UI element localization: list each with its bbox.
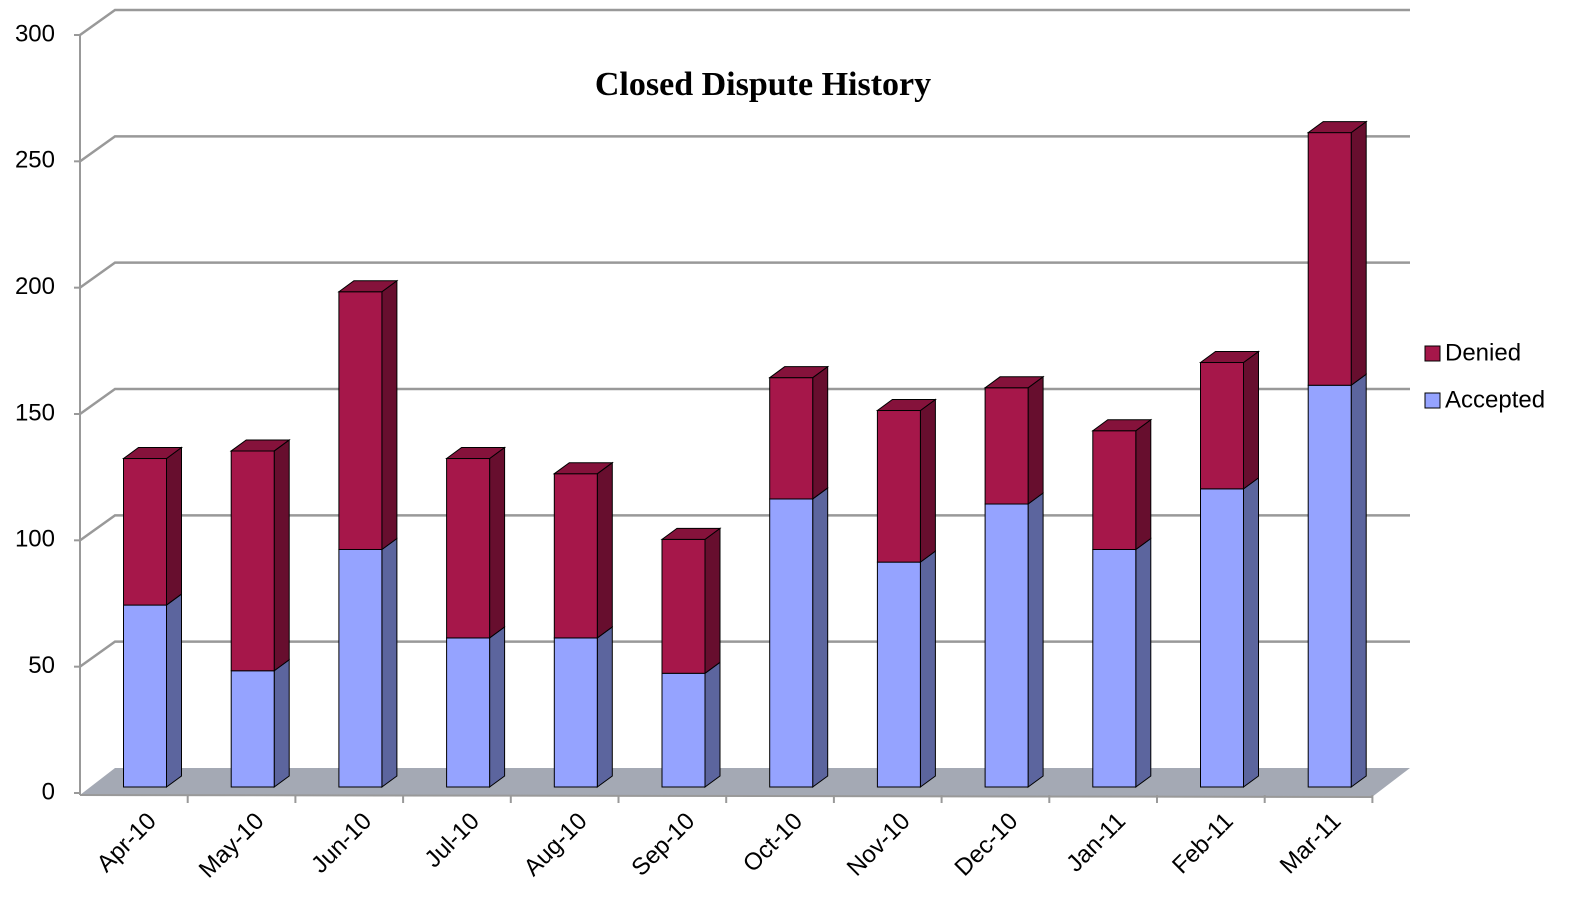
bar-side xyxy=(1135,537,1152,788)
bar-top xyxy=(552,462,614,475)
x-tick-label: Aug-10 xyxy=(519,808,593,882)
bar-top xyxy=(337,280,399,293)
grid-line xyxy=(79,640,1410,668)
bar xyxy=(661,672,706,788)
bar-top xyxy=(1198,351,1261,364)
bar-side xyxy=(381,279,398,551)
bar-side xyxy=(812,486,829,788)
bar-side xyxy=(1350,373,1367,788)
bar xyxy=(446,637,491,788)
x-tick-label: Feb-11 xyxy=(1167,808,1239,880)
grid-line xyxy=(79,261,1410,289)
y-tick-label: 50 xyxy=(28,652,55,679)
x-tick-label: Jan-11 xyxy=(1061,808,1131,878)
bar-side xyxy=(1350,120,1367,387)
bar-top xyxy=(660,527,722,540)
bar xyxy=(553,473,598,639)
bar-side xyxy=(919,398,936,564)
bar xyxy=(123,604,167,788)
bar-side xyxy=(704,661,721,788)
y-tick-label: 200 xyxy=(15,273,55,300)
bar-side xyxy=(596,461,613,639)
grid-line xyxy=(79,135,1410,163)
bar xyxy=(876,410,921,563)
grid-line xyxy=(79,387,1410,416)
bar-top xyxy=(1306,121,1368,134)
bar xyxy=(984,387,1029,505)
bar-top xyxy=(121,447,184,460)
bar xyxy=(1200,362,1244,490)
grid-line xyxy=(79,8,1410,37)
bar xyxy=(1307,132,1352,386)
x-tick-label: Mar-11 xyxy=(1275,808,1347,880)
x-tick-label: Apr-10 xyxy=(92,808,162,878)
legend-swatch xyxy=(1424,392,1441,409)
x-tick-label: Nov-10 xyxy=(842,808,916,882)
bar-side xyxy=(1243,476,1259,788)
bar xyxy=(553,637,598,788)
bar-side xyxy=(489,625,506,788)
bar-top xyxy=(983,376,1045,389)
x-tick-label: Jul-10 xyxy=(420,808,485,873)
bar-side xyxy=(1027,492,1044,788)
bar-side xyxy=(489,446,506,639)
y-tick-label: 300 xyxy=(15,20,55,47)
bar xyxy=(123,458,167,606)
x-tick-label: May-10 xyxy=(194,808,270,884)
bar-top xyxy=(445,447,507,460)
bar-side xyxy=(812,365,829,500)
y-tick-label: 100 xyxy=(15,526,55,553)
bar xyxy=(661,538,706,674)
bar xyxy=(769,498,814,788)
x-tick-label: Dec-10 xyxy=(950,808,1024,882)
bar xyxy=(1200,488,1244,788)
bar-side xyxy=(273,438,290,672)
bar xyxy=(230,670,275,788)
bar xyxy=(769,377,814,500)
bar-top xyxy=(1091,419,1153,432)
bar xyxy=(1307,384,1352,788)
bar-side xyxy=(1027,375,1044,506)
bar xyxy=(446,458,491,639)
bar xyxy=(984,503,1029,788)
bar-side xyxy=(273,658,290,788)
bar xyxy=(876,561,921,788)
floor xyxy=(80,768,1410,797)
bar-side xyxy=(1135,418,1152,551)
legend-label: Accepted xyxy=(1445,386,1545,413)
bar-side xyxy=(919,550,936,788)
chart-title: Closed Dispute History xyxy=(595,66,931,103)
bar xyxy=(1092,548,1137,788)
bar-side xyxy=(704,527,721,675)
x-tick-label: Oct-10 xyxy=(738,808,808,878)
bar-top xyxy=(229,439,291,452)
y-tick-label: 0 xyxy=(42,778,55,805)
bar-side xyxy=(596,625,613,788)
legend-swatch xyxy=(1424,345,1441,362)
bar xyxy=(1092,430,1137,550)
bar xyxy=(230,450,275,672)
y-tick-label: 250 xyxy=(15,147,55,174)
grid-line xyxy=(79,514,1410,542)
legend-label: Denied xyxy=(1445,339,1521,366)
bar-top xyxy=(875,399,937,412)
y-tick-label: 150 xyxy=(15,399,55,426)
x-tick-label: Jun-10 xyxy=(306,808,377,879)
bar-side xyxy=(381,537,398,788)
bar-side xyxy=(1243,350,1259,490)
bar xyxy=(338,291,383,550)
bar xyxy=(338,548,383,788)
bar-side xyxy=(166,593,182,788)
x-tick-label: Sep-10 xyxy=(626,808,700,882)
bar-top xyxy=(768,366,830,379)
bar-side xyxy=(166,446,182,607)
